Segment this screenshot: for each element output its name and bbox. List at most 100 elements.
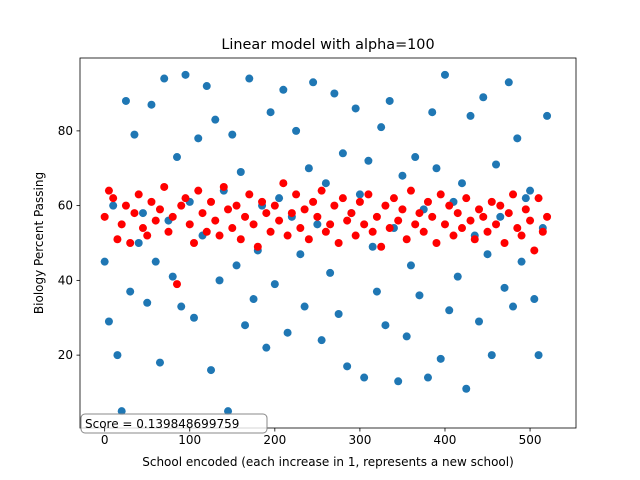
point — [432, 239, 441, 247]
point — [190, 313, 199, 322]
point — [215, 231, 224, 240]
point — [381, 201, 390, 210]
point — [517, 231, 526, 240]
point — [538, 227, 547, 236]
point — [453, 209, 462, 218]
x-tick-label: 200 — [263, 433, 286, 447]
point — [232, 201, 241, 210]
point — [428, 212, 437, 221]
point — [104, 186, 113, 195]
point — [521, 205, 530, 214]
point — [109, 201, 118, 210]
point — [419, 227, 428, 236]
point — [104, 317, 113, 326]
point — [134, 239, 143, 247]
point — [155, 358, 164, 367]
point — [492, 220, 501, 229]
point — [147, 197, 156, 206]
point — [304, 164, 313, 173]
point — [406, 186, 415, 195]
point — [526, 186, 535, 195]
point — [326, 268, 335, 277]
point — [389, 194, 398, 203]
point — [236, 235, 245, 244]
point — [504, 209, 513, 218]
point — [509, 190, 518, 199]
point — [483, 250, 492, 259]
point — [241, 321, 250, 330]
point — [134, 190, 143, 199]
point — [351, 231, 360, 240]
point — [168, 212, 177, 221]
point — [453, 272, 462, 281]
point — [368, 242, 377, 251]
y-tick-label: 60 — [58, 199, 73, 213]
point — [219, 182, 228, 191]
point — [292, 190, 301, 199]
point — [411, 153, 420, 162]
point — [126, 239, 135, 247]
point — [181, 194, 190, 203]
y-axis-label: Biology Percent Passing — [32, 172, 46, 314]
point — [521, 194, 530, 203]
point — [530, 295, 539, 304]
point — [181, 70, 190, 79]
point — [266, 227, 275, 236]
point — [275, 216, 284, 225]
point — [402, 332, 411, 341]
point — [411, 220, 420, 229]
point — [543, 111, 552, 120]
point — [126, 287, 135, 296]
point — [423, 197, 432, 206]
point — [296, 250, 305, 259]
point — [321, 227, 330, 236]
point — [194, 186, 203, 195]
point — [177, 302, 186, 311]
point — [168, 272, 177, 281]
point — [334, 239, 343, 247]
point — [487, 351, 496, 360]
point — [368, 227, 377, 236]
point — [100, 212, 109, 221]
point — [457, 224, 466, 233]
point — [377, 242, 386, 251]
point — [330, 89, 339, 98]
point — [279, 85, 288, 94]
point — [440, 220, 449, 229]
point — [309, 197, 318, 206]
point — [479, 93, 488, 102]
point — [406, 261, 415, 270]
point — [543, 212, 552, 221]
point — [138, 209, 147, 218]
point — [534, 351, 543, 360]
point — [372, 287, 381, 296]
annotation: Score = 0.139848699759 — [85, 417, 239, 431]
point — [445, 306, 454, 315]
point — [275, 194, 284, 203]
point — [372, 212, 381, 221]
point — [130, 130, 139, 139]
point — [466, 216, 475, 225]
point — [500, 283, 509, 292]
x-axis-label: School encoded (each increase in 1, repr… — [142, 455, 514, 469]
x-tick-label: 500 — [519, 433, 542, 447]
point — [172, 280, 181, 289]
point — [194, 134, 203, 143]
point — [355, 190, 364, 199]
point — [236, 167, 245, 176]
point — [211, 216, 220, 225]
point — [364, 190, 373, 199]
point — [483, 227, 492, 236]
point — [113, 351, 122, 360]
point — [283, 231, 292, 240]
point — [343, 362, 352, 371]
point — [394, 216, 403, 225]
point — [160, 182, 169, 191]
point — [164, 227, 173, 236]
point — [270, 201, 279, 210]
point — [326, 220, 335, 229]
point — [253, 242, 262, 251]
point — [160, 74, 169, 83]
point — [185, 220, 194, 229]
